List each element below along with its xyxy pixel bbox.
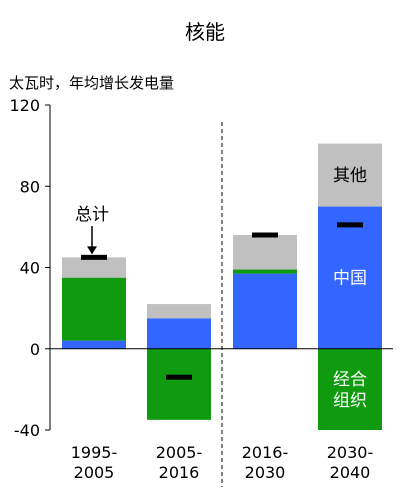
bar-segment-oecd — [233, 269, 297, 274]
total-marker — [337, 222, 363, 228]
bar-segment-china — [318, 206, 382, 349]
total-marker — [166, 374, 192, 380]
bar-segment-oecd — [318, 348, 382, 430]
total-marker — [252, 232, 278, 238]
y-tick-label: -40 — [14, 421, 40, 440]
bar-segment-other — [62, 257, 126, 278]
chart-title: 核能 — [185, 20, 225, 44]
y-tick-label: 0 — [30, 340, 40, 359]
bar-segment-oecd — [147, 348, 211, 420]
segment-label-oecd: 组织 — [333, 391, 367, 411]
bar-segment-other — [147, 304, 211, 319]
y-axis-label: 太瓦时，年均增长发电量 — [9, 74, 174, 92]
segment-label-oecd: 经合 — [333, 370, 367, 390]
segment-label-other: 其他 — [333, 166, 367, 186]
bar-segment-other — [318, 143, 382, 207]
total-annotation-arrowhead — [87, 246, 97, 255]
category-label: 2005- — [156, 443, 203, 462]
y-tick-label: 40 — [20, 259, 40, 278]
total-marker — [81, 254, 107, 260]
category-label: 2016- — [242, 443, 289, 462]
category-label: 2040 — [330, 463, 371, 482]
y-tick-label: 120 — [9, 96, 40, 115]
category-label: 2005 — [74, 463, 115, 482]
category-label: 2016 — [159, 463, 200, 482]
bar-segment-china — [147, 318, 211, 349]
segment-label-china: 中国 — [333, 269, 367, 289]
category-label: 2030- — [327, 443, 374, 462]
category-label: 2030 — [245, 463, 286, 482]
y-tick-label: 80 — [20, 177, 40, 196]
bar-segment-china — [233, 273, 297, 349]
bar-segment-oecd — [62, 277, 126, 341]
category-label: 1995- — [71, 443, 118, 462]
bar-segment-other — [233, 235, 297, 270]
total-annotation-label: 总计 — [75, 205, 109, 225]
bar-segment-china — [62, 340, 126, 349]
